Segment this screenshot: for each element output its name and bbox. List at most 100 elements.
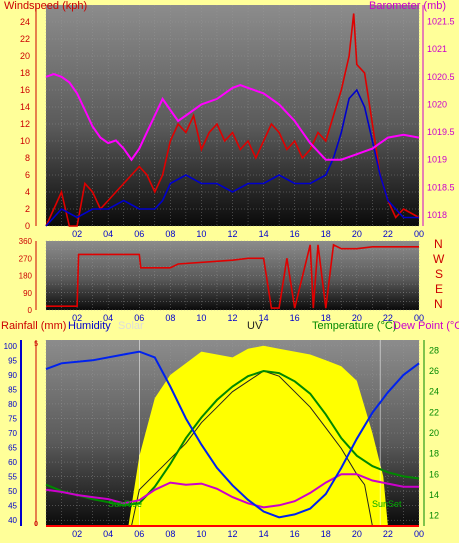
barometer-tick-label: 1021.5	[427, 17, 455, 27]
x-tick-label: 08	[165, 529, 175, 539]
x-tick-label: 08	[165, 229, 175, 239]
wind-tick-label: 14	[20, 102, 30, 112]
humidity-tick-label: 55	[8, 473, 17, 482]
humidity-tick-label: 95	[8, 356, 17, 365]
humidity-title: Humidity	[68, 320, 111, 332]
direction-tick-label: 180	[19, 272, 33, 281]
x-tick-label: 06	[134, 313, 144, 323]
x-tick-label: 08	[165, 313, 175, 323]
humidity-tick-label: 60	[8, 458, 17, 467]
x-tick-label: 02	[72, 529, 82, 539]
wind-tick-label: 2	[25, 204, 30, 214]
wind-tick-label: 6	[25, 170, 30, 180]
x-tick-label: 22	[383, 529, 393, 539]
temperature-tick-label: 16	[429, 469, 439, 479]
temperature-tick-label: 18	[429, 449, 439, 459]
barometer-tick-label: 1018	[427, 210, 447, 220]
humidity-tick-label: 100	[4, 342, 18, 351]
compass-s: S	[435, 267, 444, 281]
humidity-tick-label: 65	[8, 444, 17, 453]
sunrise-label: SunRise	[108, 499, 143, 509]
x-tick-label: 10	[196, 229, 206, 239]
humidity-tick-label: 70	[8, 429, 17, 438]
x-tick-label: 16	[290, 529, 300, 539]
direction-tick-label: 0	[28, 306, 33, 315]
x-tick-label: 10	[196, 313, 206, 323]
wind-tick-label: 22	[20, 34, 30, 44]
x-tick-label: 00	[414, 313, 424, 323]
x-tick-label: 14	[259, 229, 269, 239]
temperature-tick-label: 24	[429, 387, 439, 397]
x-tick-label: 16	[290, 229, 300, 239]
x-tick-label: 20	[352, 229, 362, 239]
windspeed-title: Windspeed (kph)	[4, 0, 88, 12]
series-dew-point	[45, 369, 420, 507]
humidity-tick-label: 75	[8, 414, 17, 423]
x-tick-label: 14	[259, 313, 269, 323]
rainfall-title: Rainfall (mm)	[1, 320, 67, 332]
barometer-tick-label: 1019.5	[427, 127, 455, 137]
x-tick-label: 10	[196, 529, 206, 539]
direction-tick-label: 270	[19, 254, 33, 263]
barometer-tick-label: 1018.5	[427, 182, 455, 192]
x-tick-label: 18	[321, 229, 331, 239]
series-wind-direction	[46, 243, 419, 309]
temperature-tick-label: 14	[429, 490, 439, 500]
series-windspeed-avg	[45, 88, 419, 227]
series-barometer	[45, 73, 420, 162]
dewpoint-title: Dew Point (°C)	[393, 320, 459, 332]
x-tick-label: 18	[321, 313, 331, 323]
rainfall-tick-label: 5	[34, 341, 38, 348]
temperature-title: Temperature (°C)	[312, 320, 397, 332]
x-tick-label: 14	[259, 529, 269, 539]
wind-tick-label: 20	[20, 51, 30, 61]
x-tick-label: 22	[383, 229, 393, 239]
wind-tick-label: 8	[25, 153, 30, 163]
barometer-tick-label: 1019	[427, 155, 447, 165]
temperature-tick-label: 26	[429, 366, 439, 376]
wind-tick-label: 0	[25, 221, 30, 231]
x-tick-label: 06	[134, 229, 144, 239]
x-tick-label: 20	[352, 529, 362, 539]
barometer-tick-label: 1020	[427, 99, 447, 109]
humidity-tick-label: 90	[8, 371, 17, 380]
temperature-tick-label: 22	[429, 407, 439, 417]
x-tick-label: 12	[227, 313, 237, 323]
series-humidity	[45, 350, 420, 519]
x-tick-label: 04	[103, 229, 113, 239]
x-tick-label: 02	[72, 229, 82, 239]
x-tick-label: 22	[383, 313, 393, 323]
wind-tick-label: 12	[20, 119, 30, 129]
wind-tick-label: 24	[20, 17, 30, 27]
wind-tick-label: 10	[20, 136, 30, 146]
sunset-label: SunSet	[372, 499, 402, 509]
wind-tick-label: 16	[20, 85, 30, 95]
barometer-title: Barometer (mb)	[369, 0, 447, 12]
humidity-tick-label: 80	[8, 400, 17, 409]
temperature-tick-label: 28	[429, 345, 439, 355]
series-uv	[46, 370, 419, 527]
solar-title: Solar	[118, 320, 144, 332]
barometer-tick-label: 1021	[427, 44, 447, 54]
rainfall-tick-label: 0	[34, 521, 38, 528]
x-tick-label: 12	[227, 229, 237, 239]
series-temperature	[45, 473, 419, 509]
x-tick-label: 20	[352, 313, 362, 323]
x-tick-label: 12	[227, 529, 237, 539]
x-tick-label: 00	[414, 529, 424, 539]
humidity-tick-label: 85	[8, 385, 17, 394]
wind-tick-label: 18	[20, 68, 30, 78]
direction-tick-label: 90	[23, 289, 32, 298]
temperature-tick-label: 20	[429, 428, 439, 438]
compass-w: W	[433, 252, 445, 266]
x-tick-label: 06	[134, 529, 144, 539]
uv-title: UV	[247, 320, 263, 332]
temperature-tick-label: 12	[429, 511, 439, 521]
x-tick-label: 04	[103, 313, 113, 323]
humidity-tick-label: 50	[8, 487, 17, 496]
barometer-tick-label: 1020.5	[427, 72, 455, 82]
x-tick-label: 00	[414, 229, 424, 239]
x-tick-label: 16	[290, 313, 300, 323]
humidity-tick-label: 40	[8, 516, 17, 525]
